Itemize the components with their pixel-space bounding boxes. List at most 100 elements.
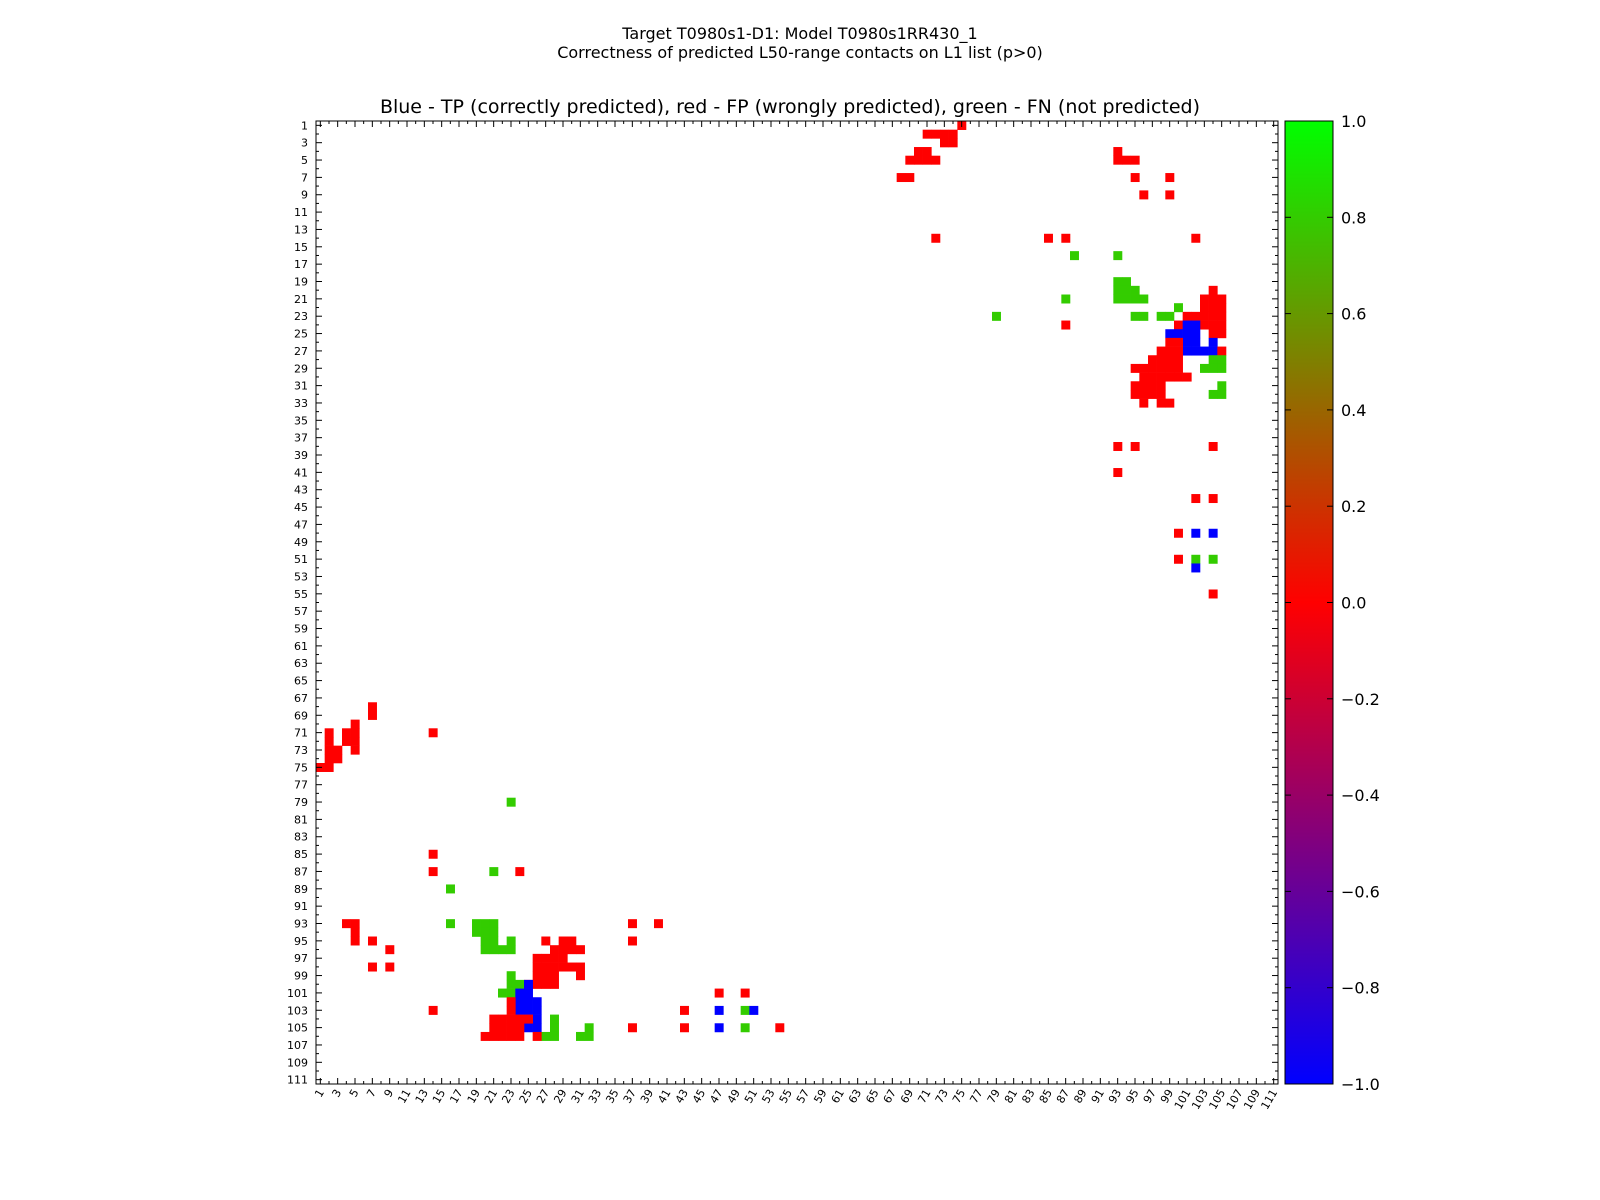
y-tick-label: 81	[294, 813, 308, 826]
contact-cell	[385, 962, 395, 972]
x-tick-label: 91	[1089, 1087, 1107, 1106]
contact-cell	[324, 728, 334, 738]
colorbar-tick-label: 0.8	[1341, 208, 1366, 227]
contact-cell	[1174, 363, 1183, 373]
contact-cell	[654, 919, 663, 929]
contact-cell	[333, 745, 343, 755]
contact-cell	[1174, 372, 1183, 382]
contact-cell	[532, 997, 542, 1007]
contact-cell	[628, 1023, 637, 1033]
contact-cell	[931, 129, 941, 139]
contact-cell	[905, 173, 915, 183]
contact-cell	[368, 702, 377, 712]
contact-cell	[1113, 442, 1123, 451]
contact-cell	[567, 945, 577, 955]
y-tick-label: 69	[294, 709, 308, 722]
contact-cell	[1113, 147, 1123, 157]
contact-cell	[558, 953, 568, 963]
contact-cell	[489, 945, 499, 955]
contact-cell	[1208, 294, 1218, 304]
y-tick-label: 99	[294, 970, 308, 983]
contact-cell	[576, 971, 585, 981]
contact-cell	[489, 867, 499, 877]
contact-cell	[515, 988, 525, 998]
y-tick-label: 19	[294, 276, 308, 289]
contact-cell	[515, 979, 525, 989]
y-tick-label: 47	[294, 518, 308, 531]
contact-cell	[1182, 329, 1192, 339]
x-tick-label: 73	[933, 1087, 951, 1106]
contact-cell	[532, 1023, 542, 1033]
contact-cell	[1191, 320, 1201, 330]
contact-cell	[524, 1014, 533, 1024]
y-tick-label: 79	[294, 796, 308, 809]
contact-cell	[1174, 554, 1183, 564]
contact-cell	[1113, 155, 1123, 165]
contact-cell	[914, 155, 923, 165]
contact-cell	[1217, 346, 1227, 356]
x-tick-label: 103	[1189, 1087, 1211, 1112]
contact-cell	[515, 997, 525, 1007]
contact-cell	[1139, 398, 1149, 408]
x-tick-label: 59	[811, 1087, 829, 1106]
contact-cell	[1191, 494, 1201, 504]
y-tick-label: 17	[294, 258, 308, 271]
contact-cell	[1208, 589, 1218, 599]
contact-cell	[1156, 311, 1166, 321]
contact-cell	[333, 754, 343, 764]
y-tick-label: 75	[294, 761, 308, 774]
contact-cell	[506, 997, 516, 1007]
contact-cell	[1130, 389, 1140, 399]
y-tick-label: 71	[294, 727, 308, 740]
contact-cell	[896, 173, 906, 183]
contact-cell	[992, 311, 1001, 321]
y-tick-label: 109	[287, 1056, 308, 1069]
contact-cell	[558, 962, 568, 972]
contact-cell	[350, 919, 360, 929]
contact-cell	[1130, 311, 1140, 321]
contact-cell	[1191, 563, 1201, 573]
contact-cell	[576, 1031, 585, 1041]
colorbar-tick-label: 0.0	[1341, 594, 1366, 613]
contact-cell	[368, 962, 377, 972]
x-tick-label: 17	[447, 1087, 465, 1106]
contact-cell	[1182, 337, 1192, 347]
contact-cell	[350, 927, 360, 937]
figure-title-line1: Target T0980s1-D1: Model T0980s1RR430_1	[622, 24, 978, 43]
contact-cell	[324, 754, 334, 764]
contact-cell	[1130, 442, 1140, 451]
x-tick-label: 27	[534, 1087, 552, 1106]
contact-cell	[1130, 294, 1140, 304]
contact-cell	[428, 1005, 438, 1015]
contact-cell	[558, 936, 568, 946]
contact-cell	[1139, 294, 1149, 304]
contact-cell	[515, 1023, 525, 1033]
contact-cell	[1130, 285, 1140, 295]
y-tick-label: 33	[294, 397, 308, 410]
contact-cell	[428, 728, 438, 738]
contact-cell	[1122, 155, 1131, 165]
x-tick-label: 93	[1106, 1087, 1124, 1106]
x-tick-label: 51	[742, 1087, 760, 1106]
contact-cell	[350, 736, 360, 746]
y-tick-label: 59	[294, 623, 308, 636]
contact-cell	[524, 1005, 533, 1015]
x-tick-label: 41	[655, 1087, 673, 1106]
contact-cell	[680, 1023, 689, 1033]
contact-cell	[1148, 389, 1157, 399]
colorbar-tick-label: −0.6	[1341, 882, 1380, 901]
contact-cell	[1208, 494, 1218, 504]
x-tick-label: 23	[499, 1087, 517, 1106]
contact-cell	[550, 1023, 559, 1033]
contact-cell	[1148, 355, 1157, 365]
contact-cell	[506, 1005, 516, 1015]
x-tick-label: 21	[482, 1087, 500, 1106]
contact-cell	[480, 919, 490, 929]
contact-cell	[498, 1031, 507, 1041]
y-tick-label: 85	[294, 848, 308, 861]
contact-cell	[1061, 233, 1071, 243]
chart-title: Blue - TP (correctly predicted), red - F…	[379, 96, 1201, 118]
x-tick-label: 15	[430, 1087, 448, 1106]
contact-cell	[541, 962, 551, 972]
